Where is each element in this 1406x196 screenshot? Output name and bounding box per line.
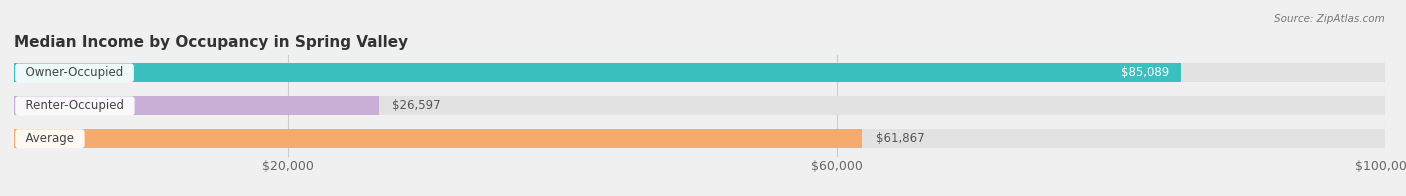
Text: Average: Average: [18, 132, 82, 145]
Text: $61,867: $61,867: [876, 132, 925, 145]
Text: Median Income by Occupancy in Spring Valley: Median Income by Occupancy in Spring Val…: [14, 34, 408, 50]
Bar: [14, 129, 862, 148]
Bar: [14, 64, 1181, 83]
Text: Owner-Occupied: Owner-Occupied: [18, 66, 131, 79]
Text: $85,089: $85,089: [1122, 66, 1170, 79]
Bar: [14, 96, 1385, 115]
Bar: [14, 96, 378, 115]
Bar: [14, 64, 1385, 83]
Text: $26,597: $26,597: [392, 99, 441, 112]
Text: Renter-Occupied: Renter-Occupied: [18, 99, 132, 112]
Bar: [14, 129, 1385, 148]
Text: Source: ZipAtlas.com: Source: ZipAtlas.com: [1274, 14, 1385, 24]
